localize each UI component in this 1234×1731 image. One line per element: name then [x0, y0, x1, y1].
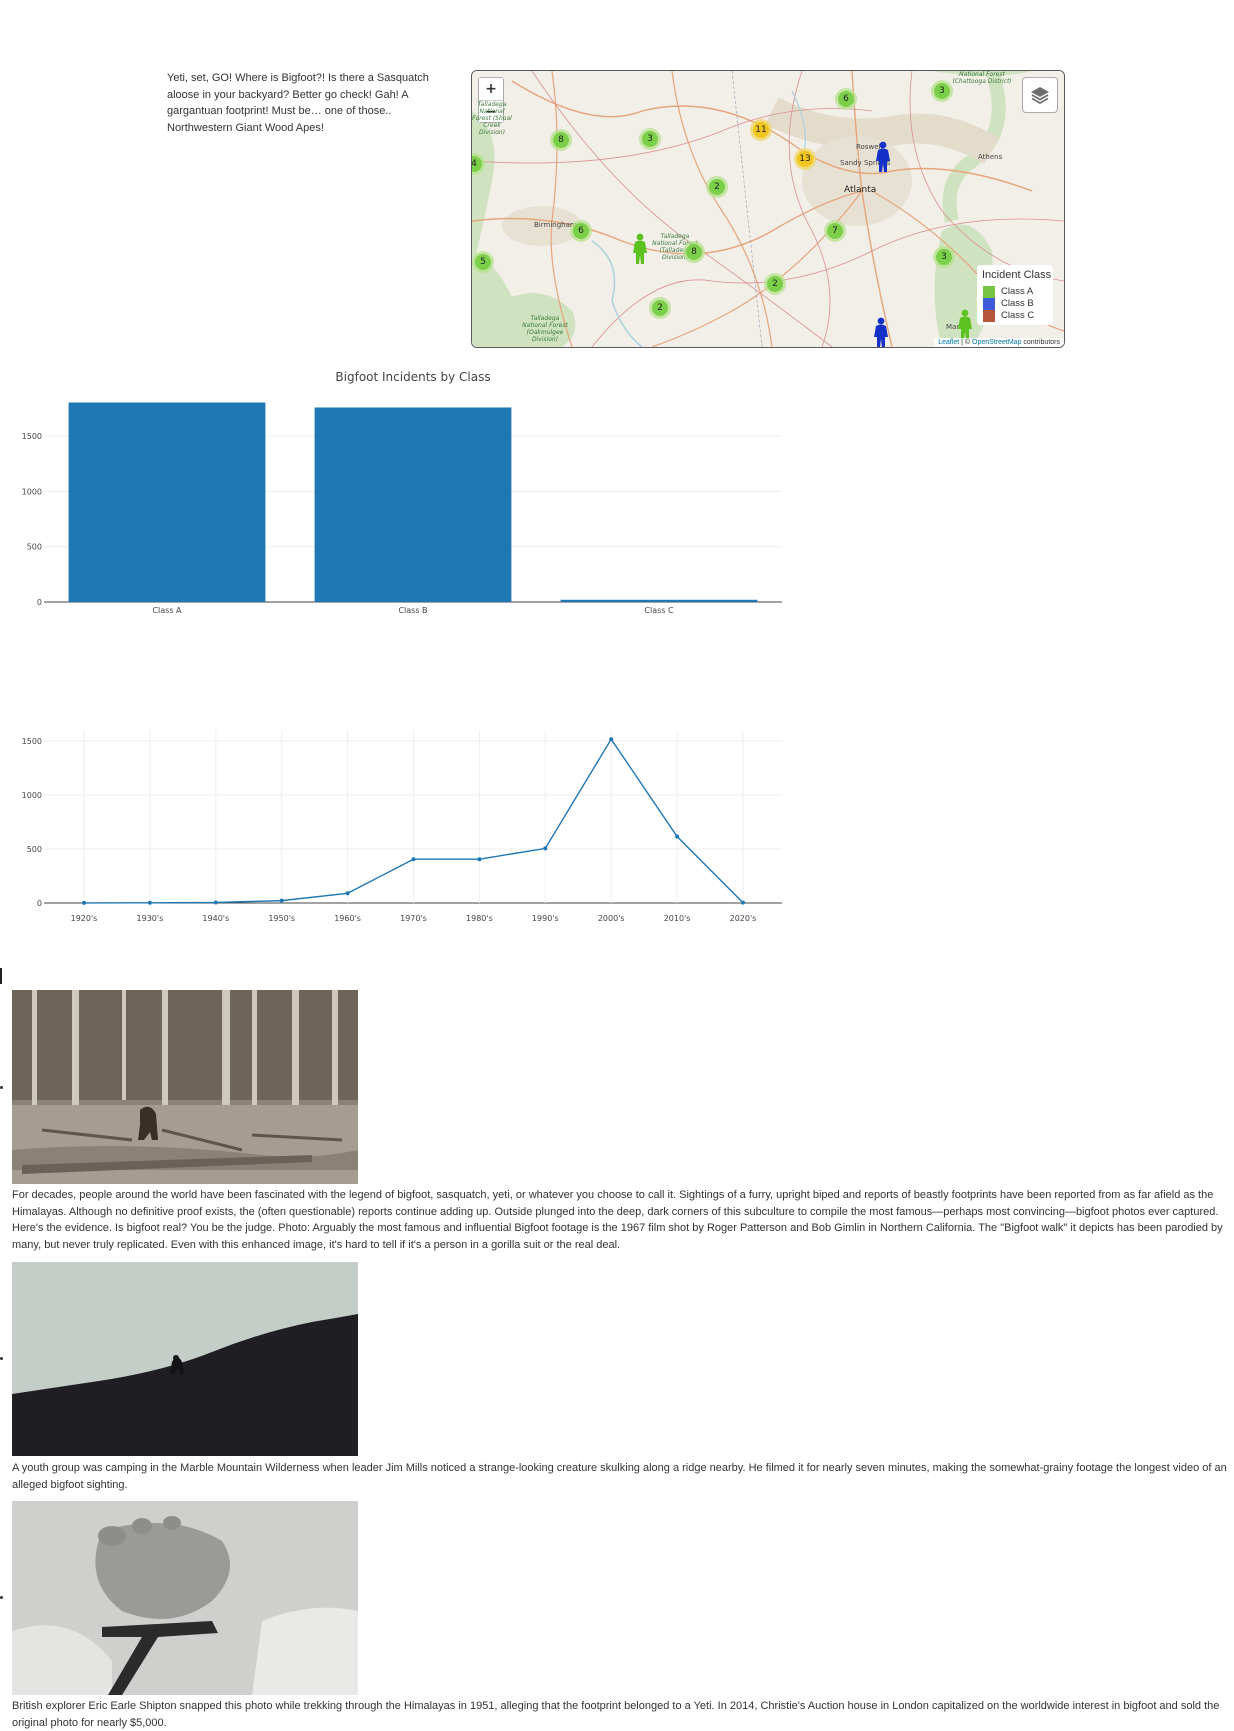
data-point — [82, 900, 86, 905]
map-label-talladega-oakmulgee: Talladega National Forest (Oakmulgee Div… — [522, 315, 568, 343]
data-point — [345, 891, 350, 896]
legend-title: Incident Class — [982, 269, 1052, 281]
zoom-in-button[interactable]: + — [479, 78, 503, 100]
marker-cluster[interactable]: 8 — [550, 129, 572, 151]
gallery-image-1 — [12, 990, 358, 1184]
bar — [68, 402, 266, 602]
map-legend: Incident Class Class A Class B Class C — [977, 265, 1053, 325]
x-tick-label: 1930's — [137, 914, 164, 923]
map-label-roswell: Roswell — [856, 143, 883, 151]
x-tick-label: 1990's — [532, 914, 559, 923]
y-tick-label: 0 — [37, 899, 42, 908]
data-point — [609, 737, 614, 742]
marker-cluster[interactable]: 3 — [933, 246, 955, 268]
data-point — [477, 857, 482, 862]
layers-icon — [1031, 87, 1049, 105]
y-tick-label: 1000 — [22, 487, 42, 496]
legend-swatch — [983, 310, 995, 322]
bar-chart-svg: Bigfoot Incidents by Class 0 500 1000 1500 Cl… — [22, 370, 782, 615]
y-tick-label: 1500 — [22, 432, 42, 441]
x-tick-label: 1950's — [268, 914, 295, 923]
map-tiles[interactable] — [472, 71, 1064, 347]
x-tick-label: 1960's — [334, 914, 361, 923]
x-tick-label: 2000's — [598, 914, 625, 923]
gallery-image-2 — [12, 1262, 358, 1456]
gallery-caption-3: British explorer Eric Earle Shipton snap… — [12, 1700, 1220, 1729]
y-tick-label: 500 — [27, 845, 42, 854]
line-chart-incidents-by-decade: 0 500 1000 1500 1920's 1930's 1940's 1950's 1960… — [0, 722, 800, 932]
legend-swatch — [983, 286, 995, 298]
osm-link[interactable]: OpenStreetMap — [972, 339, 1022, 346]
marker-cluster[interactable]: 13 — [794, 148, 816, 170]
marble-mountain-ridge-photo — [12, 1262, 358, 1456]
gallery-caption-1: For decades, people around the world hav… — [12, 1189, 1223, 1251]
data-point — [741, 900, 745, 905]
intro-text: Yeti, set, GO! Where is Bigfoot?! Is the… — [167, 72, 429, 134]
x-tick-label: 1940's — [202, 914, 229, 923]
data-point — [213, 900, 218, 905]
y-tick-label: 0 — [37, 598, 42, 607]
leaflet-link[interactable]: Leaflet — [938, 339, 960, 346]
marker-cluster[interactable]: 4 — [472, 153, 485, 175]
y-tick-label: 500 — [27, 543, 42, 552]
map-label-talladega-shoal-creek: Talladega National Forest (Shoal Creek D… — [472, 101, 512, 136]
chart-title: Bigfoot Incidents by Class — [335, 370, 490, 384]
bar-chart-incidents-by-class: Bigfoot Incidents by Class 0 500 1000 1500 Cl… — [0, 362, 800, 622]
marker-cluster[interactable]: 5 — [472, 251, 494, 273]
marker-cluster[interactable]: 3 — [639, 128, 661, 150]
map-label-macon: Macon — [946, 323, 969, 331]
map-label-atlanta: Atlanta — [844, 185, 877, 195]
data-point — [279, 898, 284, 903]
map-label-birmingham: Birmingham — [534, 221, 577, 229]
list-bullet — [0, 1596, 3, 1599]
marker-cluster[interactable]: 2 — [764, 273, 786, 295]
marker-cluster[interactable]: 8 — [683, 241, 705, 263]
list-bullet — [0, 1357, 3, 1360]
marker-cluster[interactable]: 11 — [750, 119, 772, 141]
bigfoot-marker-icon[interactable] — [630, 233, 650, 265]
zoom-control: + − — [478, 77, 504, 123]
x-tick-label: 2020's — [730, 914, 757, 923]
data-point — [543, 846, 548, 851]
x-tick-label: Class A — [152, 606, 182, 615]
x-tick-label: 1920's — [71, 914, 98, 923]
zoom-out-button[interactable]: − — [479, 100, 503, 122]
x-tick-label: Class B — [398, 606, 427, 615]
data-point — [675, 834, 680, 839]
map-attribution: Leaflet | © OpenStreetMap contributors — [934, 338, 1064, 347]
list-bullet — [0, 1086, 3, 1089]
bar — [314, 407, 512, 602]
patterson-gimlin-bigfoot-photo — [12, 990, 358, 1184]
marker-cluster[interactable]: 7 — [824, 220, 846, 242]
gallery-image-3 — [12, 1501, 358, 1695]
marker-cluster[interactable]: 2 — [706, 176, 728, 198]
marker-cluster[interactable]: 3 — [931, 80, 953, 102]
layers-button[interactable] — [1022, 77, 1058, 113]
legend-swatch — [983, 298, 995, 310]
bigfoot-marker-icon[interactable] — [871, 317, 891, 348]
data-point — [147, 900, 152, 905]
y-tick-label: 1500 — [22, 737, 42, 746]
y-tick-label: 1000 — [22, 791, 42, 800]
map-label-athens: Athens — [978, 153, 1003, 161]
x-tick-label: 1980's — [466, 914, 493, 923]
marker-cluster[interactable]: 6 — [570, 220, 592, 242]
yeti-footprint-photo — [12, 1501, 358, 1695]
map-label-chattahoochee: National Forest (Chattooga District) — [952, 71, 1012, 85]
bigfoot-marker-icon[interactable] — [873, 141, 893, 173]
page-edge-marker — [0, 968, 2, 984]
line-chart-svg: 0 500 1000 1500 1920's 1930's 1940's 1950's 1960… — [22, 730, 782, 923]
data-point — [411, 857, 416, 862]
bigfoot-marker-icon[interactable] — [955, 309, 975, 341]
map-label-talladega-division: Talladega National Forest (Talladega Div… — [652, 233, 698, 261]
x-tick-label: 1970's — [400, 914, 427, 923]
marker-cluster[interactable]: 2 — [649, 297, 671, 319]
bar — [560, 599, 758, 602]
gallery-caption-2: A youth group was camping in the Marble … — [12, 1462, 1227, 1491]
x-tick-label: Class C — [644, 606, 674, 615]
marker-cluster[interactable]: 6 — [835, 88, 857, 110]
x-tick-label: 2010's — [664, 914, 691, 923]
incident-map[interactable]: + − Roswell Sandy Springs Atlanta Athens… — [471, 70, 1065, 348]
map-label-sandy-springs: Sandy Springs — [840, 159, 891, 167]
